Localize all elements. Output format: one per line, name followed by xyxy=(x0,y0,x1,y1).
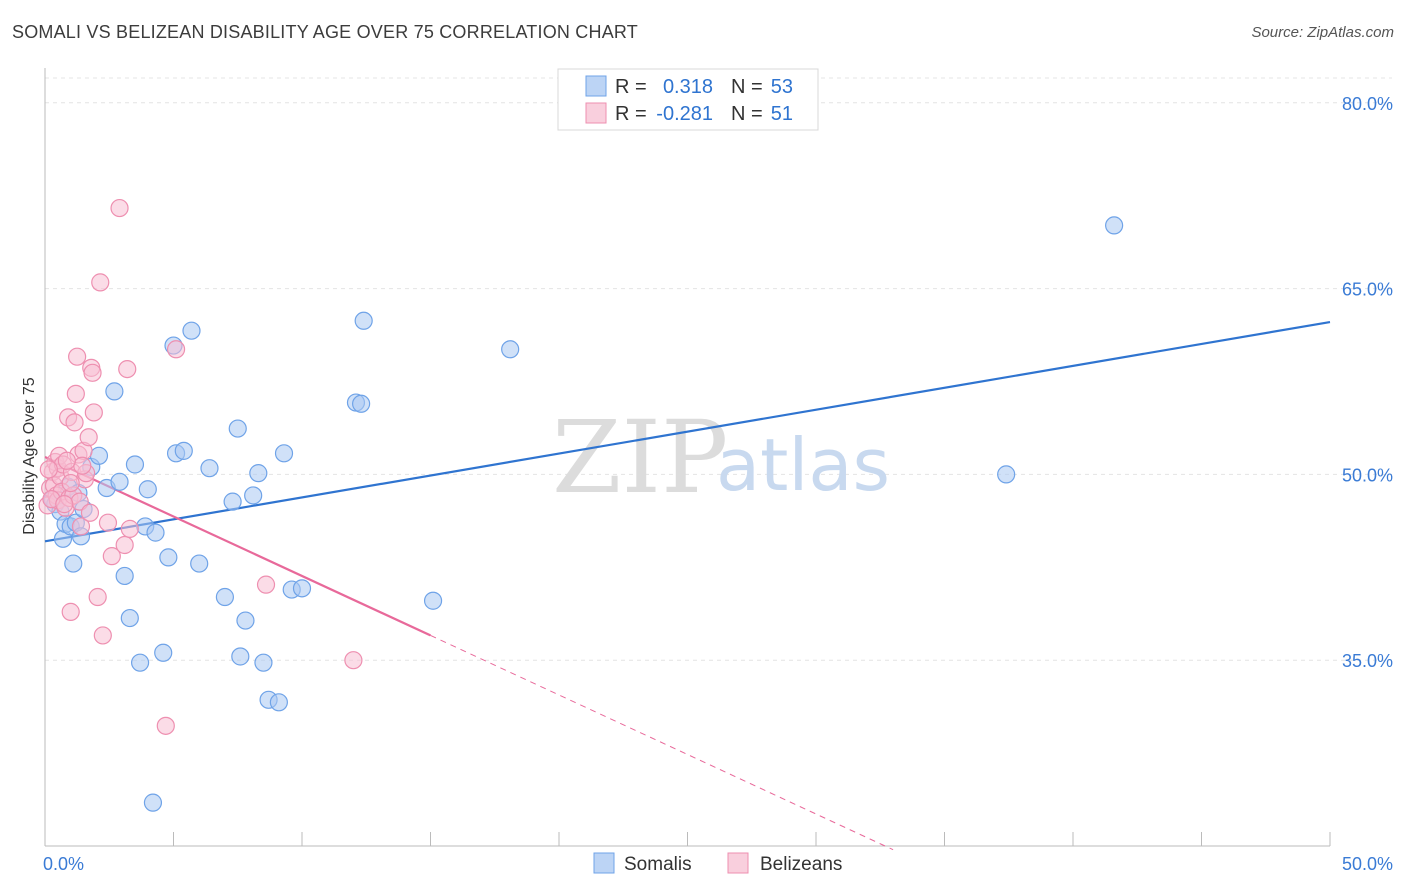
belizeans-point-40 xyxy=(120,519,139,538)
somalis-point-47 xyxy=(423,591,443,610)
somalis-point-40 xyxy=(269,693,288,712)
belizeans-point-36 xyxy=(102,547,121,566)
somalis-point-15 xyxy=(110,472,129,491)
somalis-point-46 xyxy=(354,311,373,330)
belizeans-point-50 xyxy=(61,473,80,493)
y-tick-label-50: 50.0% xyxy=(1342,465,1393,485)
somalis-point-36 xyxy=(244,486,263,505)
somalis-point-34 xyxy=(231,647,250,666)
legend-n-value-belizeans: 51 xyxy=(771,103,793,125)
somalis-point-17 xyxy=(120,608,139,628)
somalis-point-31 xyxy=(215,587,234,607)
belizeans-point-20 xyxy=(68,347,87,366)
data-points xyxy=(38,198,1124,812)
series-legend: Somalis Belizeans xyxy=(593,852,842,875)
belizeans-trend-extension xyxy=(430,634,894,851)
legend-r-value-belizeans: -0.281 xyxy=(656,103,713,125)
belizeans-point-43 xyxy=(256,575,276,594)
belizeans-point-31 xyxy=(84,403,103,422)
belizeans-point-27 xyxy=(79,428,98,447)
somalis-point-30 xyxy=(200,459,219,478)
somalis-point-7 xyxy=(64,554,83,573)
legend-swatch-somalis xyxy=(585,75,607,97)
belizeans-point-15 xyxy=(61,602,80,621)
legend-n-value-somalis: 53 xyxy=(771,76,793,98)
somalis-point-50 xyxy=(997,465,1016,484)
belizeans-point-46 xyxy=(55,495,74,514)
y-tick-label-65: 65.0% xyxy=(1342,280,1393,300)
somalis-point-33 xyxy=(228,419,247,438)
watermark: ZIP atlas xyxy=(552,399,890,516)
belizeans-point-23 xyxy=(71,517,91,536)
belizeans-point-35 xyxy=(98,513,118,532)
somalis-point-14 xyxy=(105,382,124,401)
somalis-point-32 xyxy=(223,492,242,511)
source-label: Source: ZipAtlas.com xyxy=(1251,24,1394,41)
belizeans-point-44 xyxy=(344,651,363,670)
somalis-point-21 xyxy=(138,480,157,499)
grid-lines xyxy=(45,77,1392,661)
belizeans-point-32 xyxy=(88,587,107,607)
belizeans-point-37 xyxy=(110,198,129,218)
chart-title: SOMALI VS BELIZEAN DISABILITY AGE OVER 7… xyxy=(12,22,638,42)
watermark-zip: ZIP xyxy=(552,399,728,516)
y-tick-label-80: 80.0% xyxy=(1342,94,1393,114)
belizeans-point-33 xyxy=(91,273,110,292)
x-tick-label-50: 50.0% xyxy=(1342,854,1393,874)
legend-r-value-somalis: 0.318 xyxy=(663,76,713,98)
legend-n-label-somalis: N = xyxy=(731,76,763,98)
belizeans-point-42 xyxy=(166,340,186,359)
belizeans-point-19 xyxy=(66,384,85,403)
x-tick-labels: 0.0% 50.0% xyxy=(43,854,1393,874)
somalis-point-22 xyxy=(146,523,165,542)
somalis-point-19 xyxy=(130,653,150,672)
somalis-point-51 xyxy=(1105,216,1124,235)
somalis-point-48 xyxy=(501,340,520,359)
belizeans-point-38 xyxy=(115,535,134,555)
watermark-atlas: atlas xyxy=(716,423,890,507)
legend-n-label-belizeans: N = xyxy=(731,103,763,125)
belizeans-point-47 xyxy=(73,456,92,475)
belizeans-point-41 xyxy=(156,716,175,735)
somalis-point-27 xyxy=(174,441,193,460)
somalis-point-35 xyxy=(236,611,255,630)
legend-swatch-belizeans-bottom xyxy=(727,852,749,874)
somalis-point-24 xyxy=(159,548,178,567)
legend-r-label-somalis: R = xyxy=(615,76,647,98)
belizeans-point-48 xyxy=(39,460,58,479)
legend-label-belizeans: Belizeans xyxy=(760,854,842,875)
legend-swatch-somalis-bottom xyxy=(593,852,615,874)
somalis-trend-line xyxy=(44,320,1331,543)
belizeans-point-34 xyxy=(93,626,112,645)
somalis-point-49 xyxy=(143,793,163,812)
somalis-point-18 xyxy=(125,455,145,474)
belizeans-point-39 xyxy=(118,359,137,379)
somalis-point-16 xyxy=(115,566,134,586)
belizeans-point-18 xyxy=(65,413,84,432)
somalis-point-45 xyxy=(352,394,371,413)
axes xyxy=(44,68,1331,847)
belizeans-point-49 xyxy=(57,451,76,470)
legend-r-label-belizeans: R = xyxy=(615,103,647,125)
somalis-point-29 xyxy=(190,554,209,573)
y-axis-label: Disability Age Over 75 xyxy=(21,377,38,535)
series-belizeans xyxy=(38,198,363,735)
belizeans-point-30 xyxy=(83,363,102,382)
somalis-point-38 xyxy=(254,653,273,672)
somalis-point-28 xyxy=(182,321,201,340)
y-tick-labels: 35.0% 50.0% 65.0% 80.0% xyxy=(1342,94,1393,671)
x-tick-label-0: 0.0% xyxy=(43,854,84,874)
y-tick-label-35: 35.0% xyxy=(1342,651,1393,671)
belizeans-point-28 xyxy=(80,503,100,522)
legend-swatch-belizeans xyxy=(585,102,607,124)
somalis-point-12 xyxy=(89,446,109,465)
somalis-point-41 xyxy=(274,444,294,463)
somalis-point-37 xyxy=(249,464,268,483)
legend-label-somalis: Somalis xyxy=(624,854,692,875)
somalis-point-23 xyxy=(154,643,173,662)
somalis-point-43 xyxy=(292,579,312,598)
stats-legend: R = 0.318 N = 53 R = -0.281 N = 51 xyxy=(557,68,819,131)
